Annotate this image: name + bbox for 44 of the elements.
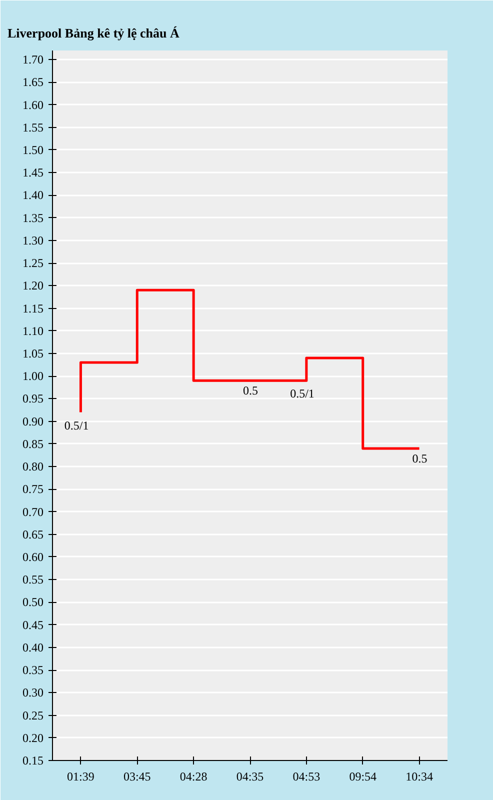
y-tick-label: 0.95	[22, 392, 44, 406]
y-tick-label: 0.70	[22, 504, 44, 519]
y-tick-label: 0.65	[22, 527, 44, 542]
annotation: 0.5	[412, 451, 428, 466]
y-tick-label: 0.40	[22, 640, 44, 654]
y-tick-label: 1.70	[22, 52, 44, 67]
y-tick-label: 0.50	[22, 595, 44, 610]
annotation: 0.5/1	[64, 418, 89, 432]
annotation: 0.5	[243, 384, 258, 398]
y-tick-label: 0.35	[22, 663, 44, 678]
y-tick-label: 0.60	[22, 550, 44, 564]
y-tick-label: 1.50	[22, 142, 44, 157]
y-tick-label: 1.60	[22, 98, 44, 112]
y-tick-label: 1.55	[22, 120, 44, 134]
y-tick-label: 0.90	[22, 414, 44, 428]
y-tick-label: 0.25	[22, 708, 44, 722]
annotation: 0.5/1	[290, 386, 314, 401]
x-tick-label: 04:53	[292, 770, 320, 784]
y-tick-label: 0.55	[22, 572, 44, 587]
y-tick-label: 1.05	[22, 346, 44, 360]
x-tick-label: 04:28	[180, 770, 208, 784]
x-tick-label: 10:34	[406, 770, 433, 784]
chart-title: Liverpool Bảng kê tỷ lệ châu Á	[8, 26, 180, 40]
y-tick-label: 1.35	[22, 210, 44, 225]
x-tick-label: 03:45	[123, 770, 151, 784]
x-tick-label: 01:39	[67, 770, 94, 784]
y-tick-label: 1.10	[22, 324, 44, 338]
y-tick-label: 0.75	[22, 482, 44, 496]
y-tick-label: 1.15	[22, 301, 44, 316]
y-tick-label: 1.40	[22, 188, 44, 202]
y-tick-label: 1.65	[22, 75, 44, 90]
y-tick-label: 1.25	[22, 256, 44, 270]
y-tick-label: 0.15	[22, 754, 44, 768]
y-tick-label: 1.00	[22, 369, 44, 384]
y-tick-label: 0.20	[22, 730, 44, 745]
y-tick-label: 1.30	[22, 233, 44, 248]
y-tick-label: 1.20	[22, 278, 44, 293]
y-tick-label: 0.45	[22, 618, 44, 632]
y-tick-label: 1.45	[22, 166, 44, 180]
y-tick-label: 0.80	[22, 460, 44, 474]
y-tick-label: 0.30	[22, 686, 44, 700]
x-tick-label: 09:54	[349, 770, 377, 784]
x-tick-label: 04:35	[236, 770, 264, 784]
y-tick-label: 0.85	[22, 436, 44, 451]
